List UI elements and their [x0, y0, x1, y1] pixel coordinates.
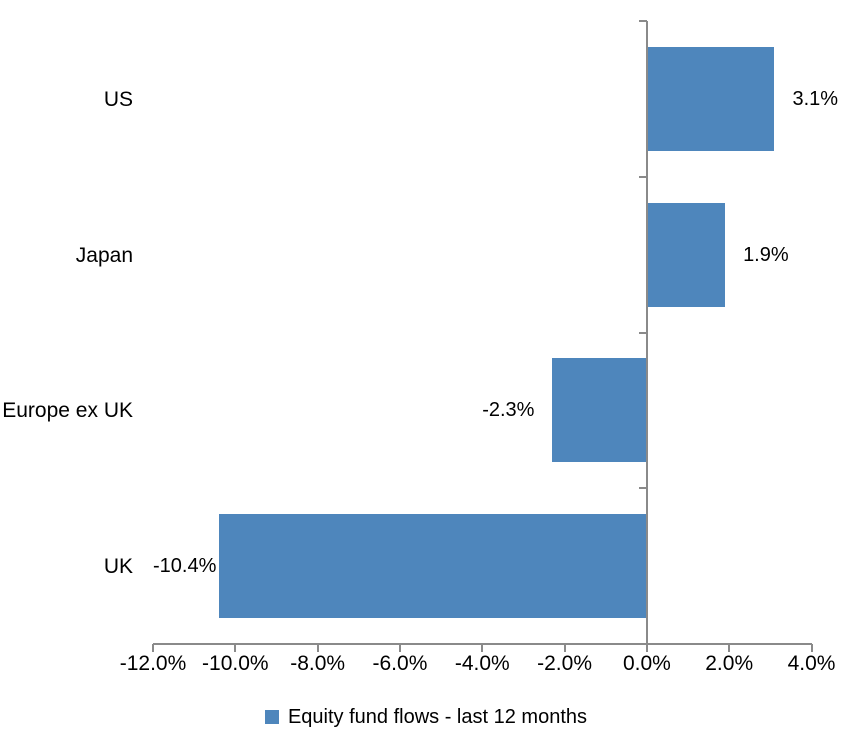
x-tick-label: -2.0%: [537, 652, 592, 675]
x-tick-label: 0.0%: [622, 652, 671, 675]
x-tick-label: -8.0%: [290, 652, 346, 675]
category-label: Japan: [75, 243, 133, 267]
x-tick-label: 2.0%: [705, 652, 754, 675]
category-label: US: [103, 87, 133, 111]
x-tick-label: -4.0%: [454, 652, 510, 675]
zero-axis-line: [645, 21, 648, 652]
bar-europe-ex-uk: [552, 358, 647, 463]
x-axis-tick: [481, 644, 484, 652]
x-tick-label: -12.0%: [119, 652, 187, 675]
category-label: UK: [103, 555, 133, 579]
bar-us: [646, 46, 775, 151]
x-axis-tick: [398, 644, 401, 652]
data-label: 3.1%: [792, 87, 839, 110]
x-tick-label: -6.0%: [372, 652, 428, 675]
x-axis-tick: [810, 644, 813, 652]
x-axis-tick: [563, 644, 566, 652]
data-label: -10.4%: [153, 555, 217, 578]
x-axis-tick: [728, 644, 731, 652]
legend-marker: [264, 710, 279, 724]
category-axis-tick: [638, 175, 647, 178]
x-axis-tick: [316, 644, 319, 652]
x-tick-label: -10.0%: [202, 652, 269, 675]
bar-japan: [646, 202, 726, 307]
x-axis-tick: [234, 644, 237, 652]
category-axis-tick: [638, 643, 647, 645]
category-label: Europe ex UK: [2, 399, 133, 423]
category-axis-tick: [638, 20, 647, 22]
legend: Equity fund flows - last 12 months: [0, 706, 852, 728]
legend-label: Equity fund flows - last 12 months: [287, 706, 588, 728]
category-axis-tick: [638, 331, 647, 334]
data-label: 1.9%: [743, 243, 789, 266]
x-tick-label: 4.0%: [787, 652, 836, 675]
category-axis-tick: [638, 487, 647, 490]
bar-uk: [218, 514, 647, 619]
x-axis-tick: [152, 644, 154, 652]
data-label: -2.3%: [482, 399, 535, 422]
